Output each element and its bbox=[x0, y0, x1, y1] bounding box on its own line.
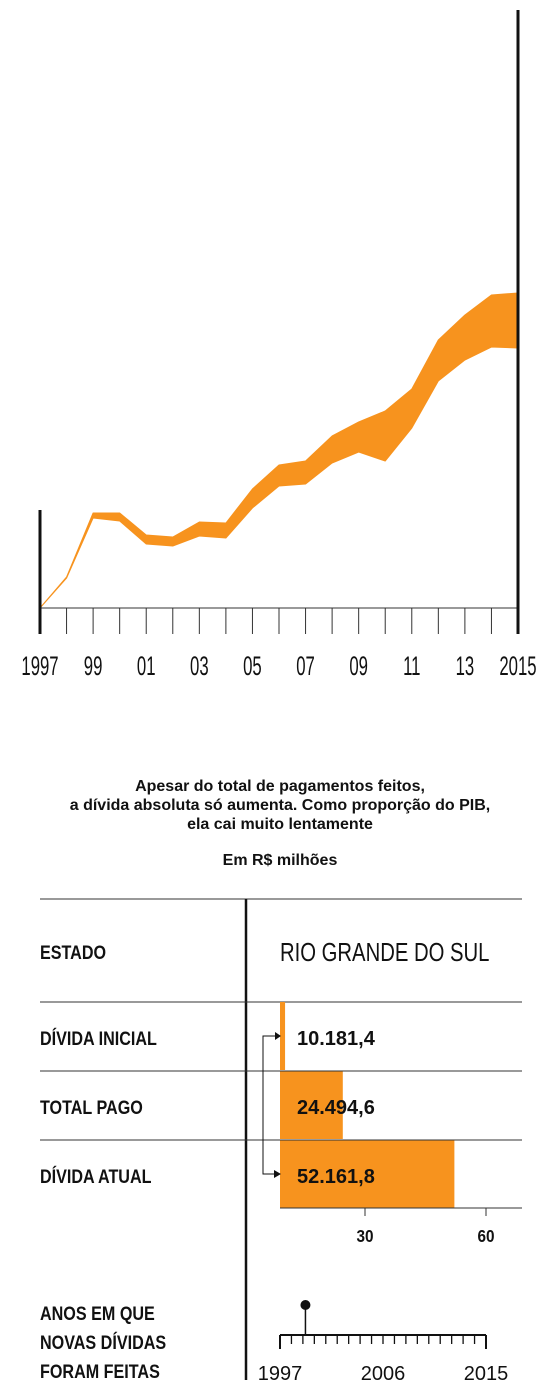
header-state-name: RIO GRANDE DO SUL bbox=[280, 938, 489, 967]
bar-1 bbox=[280, 1002, 286, 1070]
bar-value-label: 52.161,8 bbox=[297, 1166, 375, 1188]
timeline-tick-label: 2015 bbox=[464, 1363, 509, 1385]
row-label: DÍVIDA ATUAL bbox=[40, 1165, 152, 1188]
bar-table-structure: ESTADO RIO GRANDE DO SUL bbox=[40, 898, 522, 1380]
unit-label: Em R$ milhões bbox=[222, 852, 338, 869]
bar-marks: DÍVIDA INICIAL 10.181,4 TOTAL PAGO 24.494,6… bbox=[40, 1002, 522, 1246]
x-tick-label: 03 bbox=[190, 651, 209, 681]
timeline-tick-label: 2006 bbox=[361, 1363, 406, 1385]
x-tick-label: 05 bbox=[243, 651, 262, 681]
timeline-label-line: ANOS EM QUE bbox=[40, 1303, 155, 1325]
x-tick-label: 2015 bbox=[499, 651, 536, 681]
x-tick-label: 1997 bbox=[21, 651, 58, 681]
timeline: ANOS EM QUE NOVAS DÍVIDAS FORAM FEITAS 1997… bbox=[40, 1300, 508, 1385]
bar-axis-tick-label: 60 bbox=[477, 1226, 494, 1246]
caption-line-1: Apesar do total de pagamentos feitos, bbox=[135, 778, 425, 795]
x-tick-label: 99 bbox=[84, 651, 103, 681]
bar-value-label: 10.181,4 bbox=[297, 1028, 376, 1050]
area-x-axis: 1997 99 01 03 05 07 09 11 13 2015 bbox=[21, 10, 537, 681]
bar-axis-tick-label: 30 bbox=[356, 1226, 373, 1246]
x-tick-label: 07 bbox=[296, 651, 315, 681]
debt-area-chart: 1997 99 01 03 05 07 09 11 13 2015 bbox=[21, 10, 537, 681]
row-label: TOTAL PAGO bbox=[40, 1097, 143, 1119]
bar-3 bbox=[280, 1140, 455, 1208]
timeline-tick-label: 1997 bbox=[258, 1363, 303, 1385]
x-tick-label: 11 bbox=[403, 651, 420, 681]
caption-line-2: a dívida absoluta só aumenta. Como propo… bbox=[69, 797, 491, 814]
x-tick-label: 13 bbox=[456, 651, 475, 681]
connector-arrow-bottom bbox=[274, 1170, 281, 1178]
timeline-label-line: NOVAS DÍVIDAS bbox=[40, 1331, 166, 1354]
bar-value-label: 24.494,6 bbox=[297, 1097, 375, 1119]
connector-bracket bbox=[262, 1035, 278, 1175]
row-label: DÍVIDA INICIAL bbox=[40, 1027, 157, 1050]
timeline-event-dot bbox=[300, 1300, 311, 1310]
timeline-label-line: FORAM FEITAS bbox=[40, 1361, 160, 1383]
caption-line-3: ela cai muito lentamente bbox=[187, 816, 373, 833]
bar-2 bbox=[280, 1071, 343, 1139]
x-tick-label: 01 bbox=[137, 651, 156, 681]
connector-arrow-top bbox=[275, 1032, 281, 1040]
x-tick-label: 09 bbox=[349, 651, 368, 681]
header-label: ESTADO bbox=[40, 942, 106, 964]
chart-caption: Apesar do total de pagamentos feitos, a … bbox=[0, 777, 560, 834]
